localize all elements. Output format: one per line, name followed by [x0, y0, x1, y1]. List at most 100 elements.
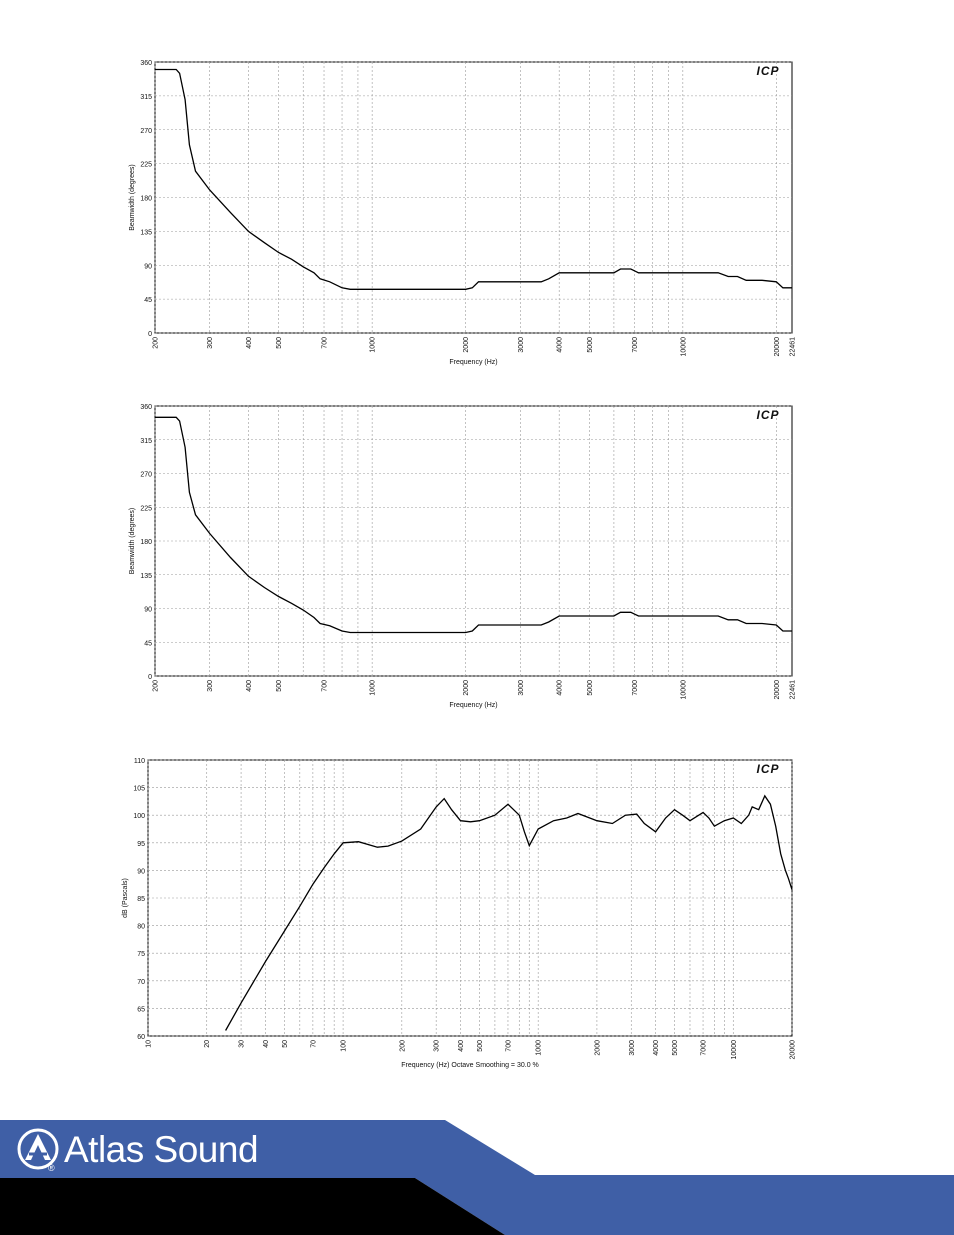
x-tick-label: 200: [399, 1040, 406, 1052]
x-tick-label: 400: [458, 1040, 465, 1052]
x-tick-label: 22461: [790, 337, 797, 357]
x-tick-label: 7000: [632, 680, 639, 696]
chart-3: 60 65 70 75 80 85 90 95 100 105 110 10 20 30 40 50 70 100…: [122, 758, 797, 1069]
x-tick-label: 200: [153, 337, 160, 349]
y-tick-label: 225: [140, 162, 152, 169]
y-tick-label: 135: [140, 229, 152, 236]
x-tick-label: 22461: [790, 680, 797, 700]
y-tick-label: 60: [137, 1034, 145, 1041]
y-tick-label: 270: [140, 472, 152, 479]
x-tick-label: 20000: [774, 337, 781, 357]
x-tick-label: 70: [310, 1040, 317, 1048]
y-tick-label: 90: [144, 607, 152, 614]
y-axis-label: dB (Pascals): [122, 878, 129, 918]
y-tick-label: 360: [140, 404, 152, 411]
y-axis-label: Beamwidth (degrees): [129, 164, 136, 231]
y-tick-label: 270: [140, 128, 152, 135]
footer-band: [0, 1120, 954, 1235]
x-tick-label: 7000: [632, 337, 639, 353]
y-tick-label: 180: [140, 539, 152, 546]
x-tick-label: 2000: [594, 1040, 601, 1056]
series-line: [155, 68, 792, 290]
x-tick-label: 500: [276, 337, 283, 349]
x-tick-label: 20: [204, 1040, 211, 1048]
watermark-logo-icon: ICP: [756, 408, 779, 422]
x-tick-label: 3000: [518, 337, 525, 353]
y-tick-label: 90: [144, 263, 152, 270]
footer-blue-band: [0, 1120, 954, 1235]
series-line: [225, 794, 793, 1031]
y-tick-label: 360: [140, 60, 152, 67]
y-tick-label: 105: [133, 786, 145, 793]
chart-1: 0 45 90 135 180 225 270 315 360 200 300 400 500 700 10…: [129, 60, 797, 366]
x-tick-label: 500: [477, 1040, 484, 1052]
x-tick-label: 5000: [587, 337, 594, 353]
y-tick-label: 180: [140, 196, 152, 203]
x-tick-label: 1000: [536, 1040, 543, 1056]
x-tick-label: 50: [282, 1040, 289, 1048]
y-tick-label: 65: [137, 1006, 145, 1013]
chart-2: 0 45 90 135 180 225 270 315 360 200 300 400 500 700 10…: [129, 404, 797, 709]
y-tick-label: 100: [133, 813, 145, 820]
x-tick-label: 500: [276, 680, 283, 692]
x-tick-label: 300: [207, 680, 214, 692]
y-tick-label: 85: [137, 896, 145, 903]
x-tick-label: 20000: [790, 1040, 797, 1060]
footer-black-band: [0, 1178, 505, 1235]
x-tick-label: 1000: [370, 337, 377, 353]
series-line: [155, 416, 792, 634]
x-axis-label: Frequency (Hz) Octave Smoothing = 30.0 %: [401, 1062, 539, 1069]
x-tick-label: 4000: [653, 1040, 660, 1056]
x-tick-label: 700: [322, 680, 329, 692]
x-axis-label: Frequency (Hz): [449, 359, 497, 366]
y-tick-label: 0: [148, 674, 152, 681]
watermark-logo-icon: ICP: [756, 64, 779, 78]
x-tick-label: 10000: [680, 680, 687, 700]
x-tick-label: 40: [263, 1040, 270, 1048]
x-tick-label: 100: [341, 1040, 348, 1052]
plot-area: [154, 405, 793, 677]
y-tick-label: 70: [137, 979, 145, 986]
y-tick-label: 225: [140, 505, 152, 512]
x-tick-label: 200: [153, 680, 160, 692]
y-tick-label: 90: [137, 868, 145, 875]
watermark-logo-icon: ICP: [756, 762, 779, 776]
y-axis-label: Beamwidth (degrees): [129, 508, 136, 575]
x-tick-label: 700: [505, 1040, 512, 1052]
y-tick-label: 315: [140, 438, 152, 445]
registered-mark: ®: [48, 1163, 55, 1173]
y-tick-label: 75: [137, 951, 145, 958]
atlas-logo-icon: [17, 1128, 59, 1170]
x-tick-label: 10000: [680, 337, 687, 357]
x-tick-label: 1000: [370, 680, 377, 696]
y-tick-label: 110: [134, 758, 145, 765]
y-tick-label: 315: [140, 94, 152, 101]
x-axis-label: Frequency (Hz): [449, 702, 497, 709]
x-tick-label: 4000: [557, 680, 564, 696]
x-tick-label: 700: [322, 337, 329, 349]
x-tick-label: 30: [239, 1040, 246, 1048]
y-tick-label: 0: [148, 331, 152, 338]
x-tick-label: 300: [207, 337, 214, 349]
x-tick-label: 5000: [672, 1040, 679, 1056]
x-tick-label: 2000: [463, 680, 470, 696]
x-tick-label: 20000: [774, 680, 781, 700]
x-tick-label: 400: [246, 337, 253, 349]
x-tick-label: 10000: [731, 1040, 738, 1060]
x-tick-label: 5000: [587, 680, 594, 696]
x-tick-label: 10: [146, 1040, 153, 1048]
y-tick-label: 135: [140, 573, 152, 580]
x-tick-label: 3000: [629, 1040, 636, 1056]
x-tick-label: 2000: [463, 337, 470, 353]
x-tick-label: 3000: [518, 680, 525, 696]
x-tick-label: 400: [246, 680, 253, 692]
x-tick-label: 300: [434, 1040, 441, 1052]
brand-name: Atlas Sound: [64, 1129, 259, 1170]
y-tick-label: 45: [144, 297, 152, 304]
x-tick-label: 4000: [557, 337, 564, 353]
plot-area: [154, 61, 793, 334]
y-tick-label: 95: [137, 841, 145, 848]
y-tick-label: 45: [144, 640, 152, 647]
y-tick-label: 80: [137, 924, 145, 931]
